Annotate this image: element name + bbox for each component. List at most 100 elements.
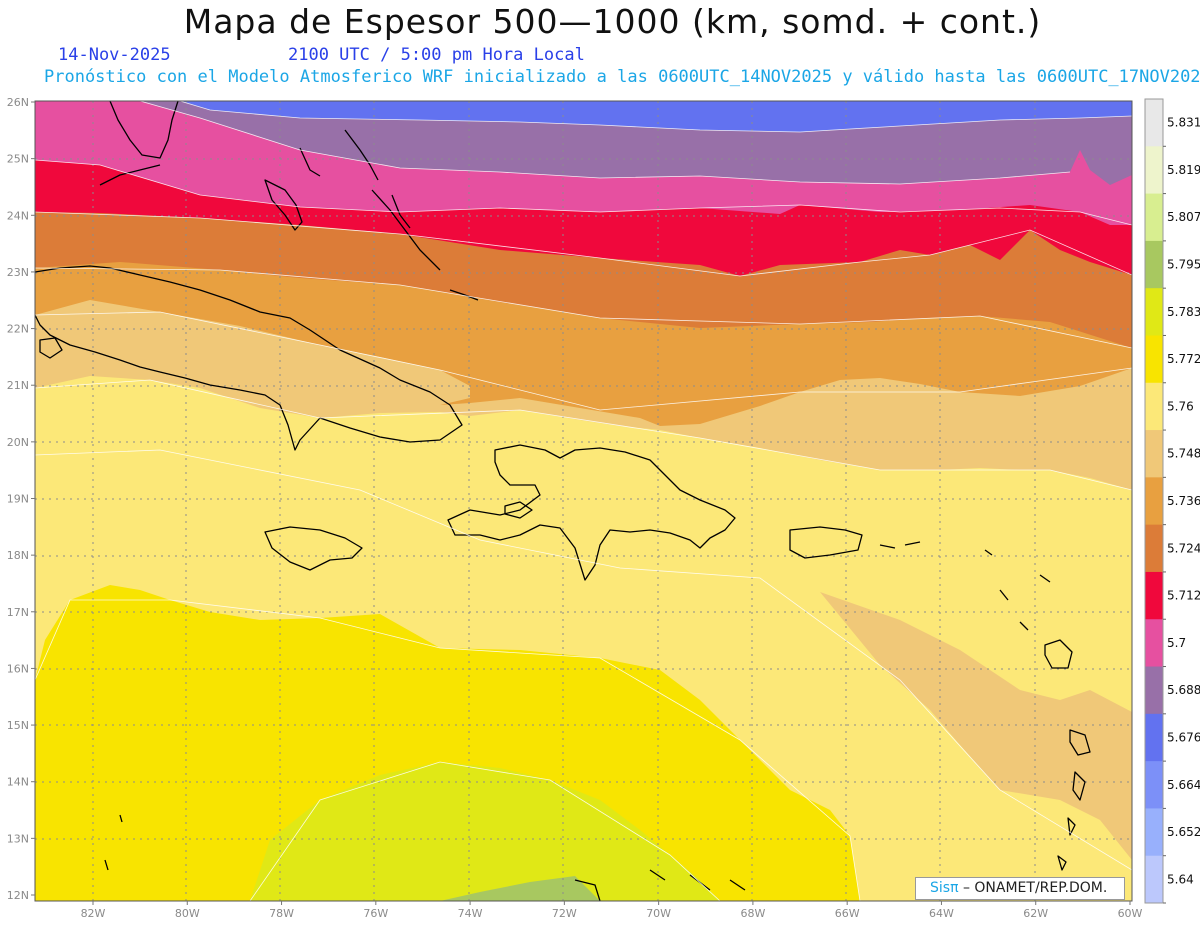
lat-label: 14N [7,776,29,789]
colorbar-segment [1145,288,1163,336]
lon-label: 78W [269,907,294,920]
band-yellow [35,585,860,901]
bahamas-chain [371,189,441,271]
credit-box: Sisπ – ONAMET/REP.DOM. [915,877,1125,900]
colorbar-segment [1145,382,1163,431]
band-yellow-green [250,762,720,901]
colorbar-segment [1145,335,1163,384]
colorbar-segment [1145,99,1163,147]
colorbar-label: 5.748 [1167,447,1200,461]
credit-brand: Sisπ [930,880,959,896]
lon-label: 64W [929,907,954,920]
band-olive [440,876,600,901]
colorbar-label: 5.64 [1167,872,1194,886]
forecast-time: 2100 UTC / 5:00 pm Hora Local [288,45,585,65]
colorbar-segment [1145,666,1163,715]
colorbar-label: 5.76 [1167,399,1194,413]
colorbar-segment [1145,571,1163,620]
band-tan-lower-east [820,592,1132,860]
colorbar-label: 5.819 [1167,163,1200,177]
gonave-island [504,501,533,519]
bahamas-eleuthera [344,129,379,181]
colorbar-label: 5.724 [1167,541,1200,555]
colorbar-label: 5.807 [1167,210,1200,224]
map-plot-area [35,101,1132,901]
lat-label: 13N [7,832,29,845]
lesser-antilles-north [984,549,1051,631]
puerto-rico [789,526,863,559]
cuba [35,265,463,451]
lon-label: 80W [175,907,200,920]
lat-label: 16N [7,662,29,675]
colorbar-label: 5.7 [1167,636,1186,650]
longitude-axis: 82W 80W 78W 76W 74W 72W 70W 68W 66W 64W 62W 60W [81,901,1143,920]
caribbean-coast-west [104,814,123,871]
lat-lon-grid [35,101,1132,901]
colorbar-label: 5.664 [1167,778,1200,792]
lat-label: 25N [7,153,29,166]
jamaica [264,526,363,571]
forecast-description: Pronóstico con el Modelo Atmosferico WRF… [44,67,1200,87]
turks-caicos [449,289,479,301]
colorbar-label: 5.772 [1167,352,1200,366]
lon-label: 70W [646,907,671,920]
lat-label: 26N [7,96,29,109]
colorbar-frame [1144,98,1164,904]
lon-label: 60W [1118,907,1143,920]
colorbar-label: 5.676 [1167,730,1200,744]
lon-label: 74W [458,907,483,920]
lat-label: 21N [7,379,29,392]
forecast-date: 14-Nov-2025 [58,45,171,65]
colorbar-segment [1145,240,1163,289]
lat-label: 20N [7,436,29,449]
lon-label: 66W [835,907,860,920]
colorbar-segment [1145,146,1163,195]
colorbar-label: 5.736 [1167,494,1200,508]
st-vincent [1067,817,1076,836]
colorbar-segment [1145,761,1163,809]
lat-label: 18N [7,549,29,562]
credit-text: – ONAMET/REP.DOM. [962,880,1108,896]
lat-label: 23N [7,266,29,279]
colorbar-segment [1145,855,1163,904]
colorbar-label: 5.783 [1167,305,1200,319]
lon-label: 76W [363,907,388,920]
lat-label: 24N [7,209,29,222]
lat-label: 15N [7,719,29,732]
latitude-axis: 26N 25N 24N 23N 22N 21N 20N 19N 18N 17N 16N 15N 14N 1… [7,96,35,902]
lon-label: 72W [552,907,577,920]
colorbar-label: 5.795 [1167,258,1200,272]
isla-juventud [39,337,63,359]
lat-label: 12N [7,889,29,902]
colorbar: 5.831 5.819 5.807 5.795 5.783 5.772 5.76 5.748 5… [1144,98,1200,904]
guadeloupe [1044,639,1073,669]
st-lucia [1072,771,1086,801]
colorbar-segment [1145,808,1163,857]
lon-label: 62W [1023,907,1048,920]
bahamas-abaco [299,147,321,177]
colorbar-segment [1145,713,1163,762]
colorbar-label: 5.712 [1167,589,1200,603]
colorbar-segment [1145,193,1163,242]
colorbar-segment [1145,524,1163,573]
colorbar-label: 5.831 [1167,116,1200,130]
lon-label: 82W [81,907,106,920]
contour-lines [35,101,1132,901]
lat-label: 17N [7,606,29,619]
martinique [1069,729,1091,756]
colorbar-label: 5.688 [1167,683,1200,697]
aruba [574,879,601,901]
florida-keys [99,164,161,186]
map-frame [34,100,1133,902]
bahamas-exuma [391,194,411,229]
lat-label: 22N [7,323,29,336]
grenada [1057,855,1067,871]
map-title: Mapa de Espesor 500—1000 (km, somd. + co… [183,2,1042,41]
hispaniola [447,444,736,581]
colorbar-segment [1145,477,1163,526]
virgin-islands [879,541,921,549]
colorbar-segment [1145,619,1163,668]
florida-coast [109,101,179,159]
lon-label: 68W [740,907,765,920]
